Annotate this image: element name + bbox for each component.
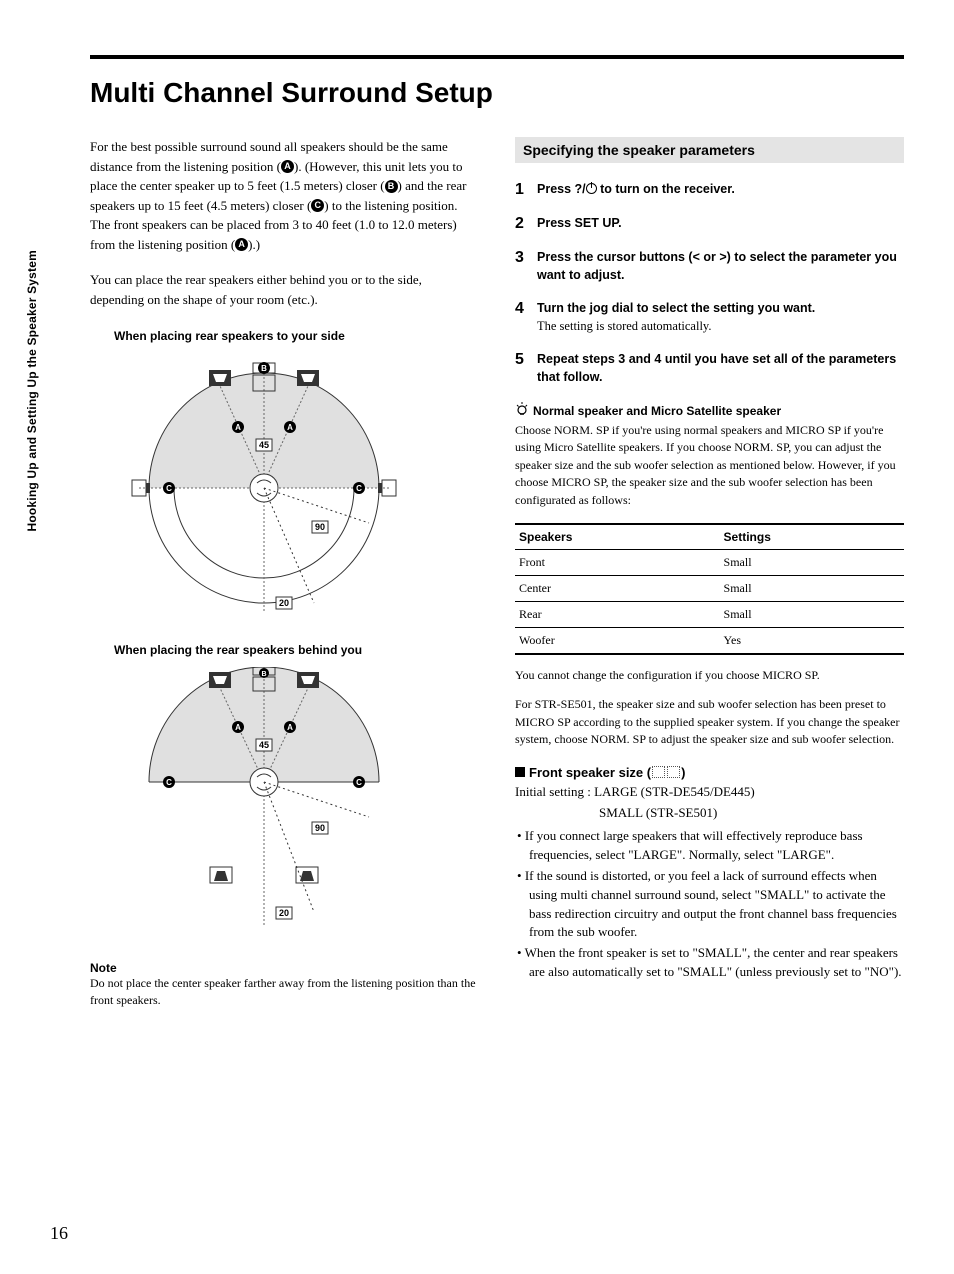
marker-a-icon: A — [281, 160, 294, 173]
svg-text:C: C — [356, 778, 362, 787]
step-number: 1 — [515, 181, 537, 199]
table-row: WooferYes — [515, 627, 904, 654]
svg-text:C: C — [166, 484, 172, 493]
step-number: 4 — [515, 300, 537, 335]
svg-text:C: C — [166, 778, 172, 787]
step-1: 1 Press ?/ to turn on the receiver. — [515, 181, 904, 199]
marker-b-icon: B — [385, 180, 398, 193]
table-cell: Small — [720, 575, 904, 601]
svg-text:45: 45 — [259, 440, 269, 450]
svg-text:A: A — [287, 423, 293, 432]
step-number: 2 — [515, 215, 537, 233]
table-cell: Yes — [720, 627, 904, 654]
step-3: 3 Press the cursor buttons (< or >) to s… — [515, 249, 904, 284]
diagram-behind: B A A 45 C C 90 20 — [114, 667, 414, 937]
section-heading: Specifying the speaker parameters — [515, 137, 904, 163]
svg-text:45: 45 — [259, 740, 269, 750]
table-cell: Woofer — [515, 627, 720, 654]
step-text: Press ?/ to turn on the receiver. — [537, 182, 735, 196]
step-text: Repeat steps 3 and 4 until you have set … — [537, 352, 896, 384]
step-5: 5 Repeat steps 3 and 4 until you have se… — [515, 351, 904, 386]
step-text: Press SET UP. — [537, 216, 622, 230]
svg-text:B: B — [261, 364, 267, 373]
table-cell: Small — [720, 549, 904, 575]
speaker-right-icon — [667, 766, 680, 778]
page-title: Multi Channel Surround Setup — [90, 77, 904, 109]
marker-a-icon: A — [235, 238, 248, 251]
table-row: FrontSmall — [515, 549, 904, 575]
tip-body: Choose NORM. SP if you're using normal s… — [515, 422, 904, 509]
right-column: Specifying the speaker parameters 1 Pres… — [515, 137, 904, 1009]
tip-bulb-icon — [515, 402, 529, 419]
left-column: For the best possible surround sound all… — [90, 137, 479, 1009]
front-bullet-list: If you connect large speakers that will … — [515, 827, 904, 982]
speaker-left-icon — [652, 766, 665, 778]
svg-text:A: A — [235, 723, 241, 732]
table-header: Settings — [720, 524, 904, 550]
step-text: Press the cursor buttons (< or >) to sel… — [537, 250, 897, 282]
svg-text:C: C — [356, 484, 362, 493]
diagram-caption-2: When placing the rear speakers behind yo… — [114, 643, 479, 657]
list-item: If the sound is distorted, or you feel a… — [515, 867, 904, 942]
list-item: When the front speaker is set to "SMALL"… — [515, 944, 904, 982]
table-cell: Small — [720, 601, 904, 627]
step-number: 3 — [515, 249, 537, 284]
initial-setting-1: Initial setting : LARGE (STR-DE545/DE445… — [515, 783, 904, 802]
svg-text:B: B — [261, 671, 266, 678]
table-header: Speakers — [515, 524, 720, 550]
table-row: CenterSmall — [515, 575, 904, 601]
tip-heading: Normal speaker and Micro Satellite speak… — [515, 402, 904, 419]
step-2: 2 Press SET UP. — [515, 215, 904, 233]
cursor-left-icon: < — [693, 250, 700, 264]
table-row: RearSmall — [515, 601, 904, 627]
step-4: 4 Turn the jog dial to select the settin… — [515, 300, 904, 335]
intro-para-2: You can place the rear speakers either b… — [90, 270, 479, 309]
diagram-caption-1: When placing rear speakers to your side — [114, 329, 479, 343]
front-speaker-heading: Front speaker size () — [515, 765, 904, 780]
top-rule — [90, 55, 904, 59]
page-number: 16 — [50, 1223, 68, 1244]
square-bullet-icon — [515, 767, 525, 777]
initial-setting-2: SMALL (STR-SE501) — [515, 804, 904, 823]
step-text: Turn the jog dial to select the setting … — [537, 301, 815, 315]
power-icon — [586, 183, 597, 194]
svg-text:20: 20 — [279, 598, 289, 608]
svg-text:A: A — [287, 723, 293, 732]
side-tab-label: Hooking Up and Setting Up the Speaker Sy… — [25, 250, 39, 532]
svg-text:A: A — [235, 423, 241, 432]
note-body: Do not place the center speaker farther … — [90, 975, 479, 1009]
after-table-2: For STR-SE501, the speaker size and sub … — [515, 696, 904, 748]
svg-text:20: 20 — [279, 908, 289, 918]
marker-c-icon: C — [311, 199, 324, 212]
svg-text:90: 90 — [315, 823, 325, 833]
table-cell: Rear — [515, 601, 720, 627]
svg-text:90: 90 — [315, 522, 325, 532]
list-item: If you connect large speakers that will … — [515, 827, 904, 865]
intro-para-1: For the best possible surround sound all… — [90, 137, 479, 254]
step-subtext: The setting is stored automatically. — [537, 319, 712, 333]
note-heading: Note — [90, 961, 479, 975]
settings-table: Speakers Settings FrontSmallCenterSmallR… — [515, 523, 904, 655]
table-cell: Center — [515, 575, 720, 601]
diagram-side: B A A 45 C C 90 20 — [114, 353, 414, 623]
step-number: 5 — [515, 351, 537, 386]
table-cell: Front — [515, 549, 720, 575]
after-table-1: You cannot change the configuration if y… — [515, 667, 904, 684]
cursor-right-icon: > — [719, 250, 726, 264]
